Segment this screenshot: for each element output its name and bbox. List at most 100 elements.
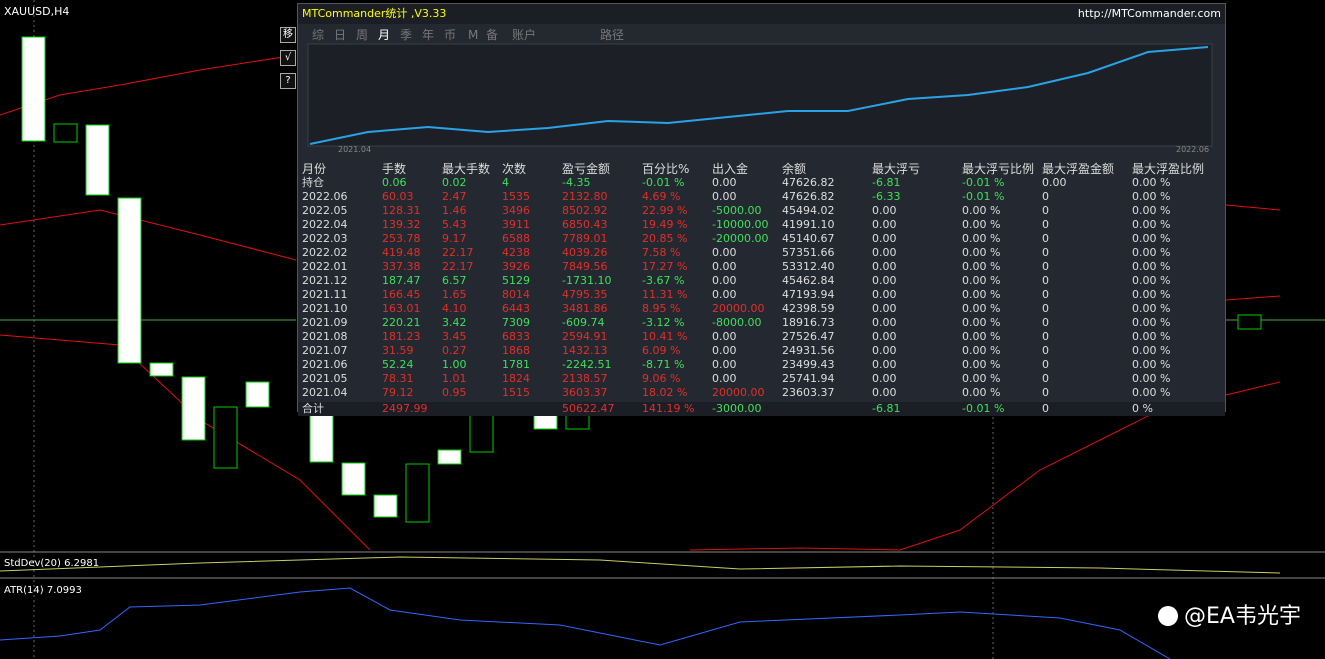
tool-button[interactable]: √ [280, 50, 296, 66]
table-cell: 2022.06 [302, 190, 348, 203]
table-cell: 0.00 % [1132, 218, 1171, 231]
header-cell: 最大浮亏比例 [962, 162, 1035, 176]
table-cell: 20000.00 [712, 302, 765, 315]
tab[interactable]: 月 [378, 28, 391, 42]
table-cell: 0 [1042, 402, 1049, 415]
table-cell: 6850.43 [562, 218, 608, 231]
table-cell: 0.00 % [962, 344, 1001, 357]
table-cell: 4.69 % [642, 190, 681, 203]
table-cell: -0.01 % [962, 176, 1005, 189]
table-cell: 4 [502, 176, 509, 189]
tab[interactable]: 账户 [512, 28, 537, 42]
table-cell: 0.00 % [962, 330, 1001, 343]
table-cell: 0.00 % [1132, 190, 1171, 203]
table-cell: 0.00 % [962, 386, 1001, 399]
table-cell: 8014 [502, 288, 530, 301]
table-cell: 139.32 [382, 218, 421, 231]
table-cell: 0 [1042, 302, 1049, 315]
table-cell: 45140.67 [782, 232, 835, 245]
table-cell: 0.00 % [1132, 288, 1171, 301]
table-cell: 0.00 [872, 344, 897, 357]
table-cell: 128.31 [382, 204, 421, 217]
total-separator [298, 402, 1225, 416]
table-cell: 0 [1042, 358, 1049, 371]
table-cell: 3911 [502, 218, 530, 231]
table-cell: 0 [1042, 218, 1049, 231]
table-cell: 0.00 % [1132, 260, 1171, 273]
curve-end: 2022.06 [1176, 145, 1209, 154]
tab[interactable]: M [468, 28, 479, 42]
table-cell: 4238 [502, 246, 530, 259]
table-cell: 20.85 % [642, 232, 688, 245]
curve-start: 2021.04 [338, 145, 371, 154]
table-cell: 0.00 % [1132, 246, 1171, 259]
table-cell: 2497.99 [382, 402, 428, 415]
table-cell: 181.23 [382, 330, 421, 343]
table-cell: 9.17 [442, 232, 467, 245]
table-cell: 6833 [502, 330, 530, 343]
tab[interactable]: 币 [444, 28, 457, 42]
table-cell: 0.00 % [1132, 330, 1171, 343]
tab[interactable]: 周 [356, 28, 369, 42]
title-bar [298, 4, 1225, 24]
table-cell: 0.00 % [1132, 176, 1171, 189]
table-cell: 42398.59 [782, 302, 835, 315]
table-cell: -3.67 % [642, 274, 685, 287]
table-cell: 0.00 [872, 302, 897, 315]
tab[interactable]: 备 [486, 28, 499, 42]
table-cell: 3603.37 [562, 386, 608, 399]
table-cell: 18.02 % [642, 386, 688, 399]
table-cell: 78.31 [382, 372, 414, 385]
table-cell: 0.00 [872, 330, 897, 343]
tab[interactable]: 路径 [600, 28, 625, 42]
table-cell: 0.00 % [962, 358, 1001, 371]
table-cell: 0.00 [712, 246, 737, 259]
tool-button[interactable]: 移 [280, 27, 296, 43]
table-cell: 27526.47 [782, 330, 835, 343]
header-cell: 手数 [382, 162, 407, 176]
table-cell: 2021.10 [302, 302, 348, 315]
table-cell: 4.10 [442, 302, 467, 315]
table-cell: -8.71 % [642, 358, 685, 371]
table-cell: 1868 [502, 344, 530, 357]
tab[interactable]: 季 [400, 28, 413, 42]
table-cell: -1731.10 [562, 274, 612, 287]
table-cell: 0.00 [712, 358, 737, 371]
table-cell: 1.01 [442, 372, 467, 385]
panel-url[interactable]: http://MTCommander.com [1077, 7, 1221, 20]
table-cell: 0.95 [442, 386, 467, 399]
table-cell: 2022.01 [302, 260, 348, 273]
table-cell: 0.00 % [962, 288, 1001, 301]
table-cell: 31.59 [382, 344, 414, 357]
table-cell: 2132.80 [562, 190, 608, 203]
table-cell: 0.00 % [1132, 344, 1171, 357]
table-cell: 2022.04 [302, 218, 348, 231]
table-cell: 3.45 [442, 330, 467, 343]
table-cell: 0.00 [712, 274, 737, 287]
tab[interactable]: 年 [422, 28, 435, 42]
table-cell: 187.47 [382, 274, 421, 287]
table-cell: 0.00 [1042, 176, 1067, 189]
tab[interactable]: 日 [334, 28, 347, 42]
header-cell: 最大手数 [442, 162, 491, 176]
equity-chart: 2021.04 2022.06 [307, 43, 1213, 154]
table-cell: 0.00 [872, 288, 897, 301]
table-cell: 2138.57 [562, 372, 608, 385]
table-cell: -609.74 [562, 316, 605, 329]
table-cell: 0 [1042, 260, 1049, 273]
table-cell: 1535 [502, 190, 530, 203]
stats-panel: MTCommander统计 ,V3.33 http://MTCommander.… [297, 3, 1226, 416]
table-cell: 0.00 % [962, 232, 1001, 245]
table-cell: 0.00 [872, 246, 897, 259]
table-cell: 163.01 [382, 302, 421, 315]
header-cell: 最大浮盈比例 [1132, 162, 1205, 176]
tool-button[interactable]: ? [280, 73, 296, 89]
tab[interactable]: 综 [312, 28, 325, 42]
table-cell: 0.02 [442, 176, 467, 189]
table-cell: 24931.56 [782, 344, 835, 357]
table-cell: -20000.00 [712, 232, 769, 245]
table-cell: 6588 [502, 232, 530, 245]
table-cell: 2021.04 [302, 386, 348, 399]
